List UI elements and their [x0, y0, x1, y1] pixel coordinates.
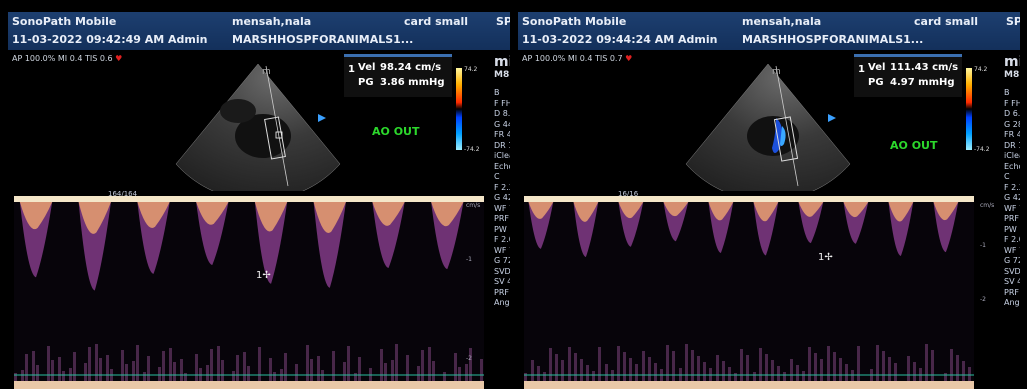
imaging-parameters: B F FH D 8. G 44 FR 4 DR 1 iClea Echo C …	[494, 88, 510, 307]
measurement-box: 1 Vel 111.43 cm/s PG 4.97 mmHg	[854, 54, 962, 97]
bmode-sector-image: m	[685, 63, 851, 191]
mi-value: MI 0.4	[567, 54, 593, 63]
probe-preset: card small	[404, 15, 469, 28]
measurement-box: 1 Vel 98.24 cm/s PG 3.86 mmHg	[344, 54, 452, 97]
exam-datetime: 11-03-2022 09:44:24 AM Admin	[522, 33, 718, 46]
ultrasound-panel-right: SonoPath Mobile 11-03-2022 09:44:24 AM A…	[518, 8, 1020, 389]
measurement-index: 1	[858, 64, 865, 75]
hospital-name: MARSHHOSPFORANIMALS1...	[232, 33, 414, 46]
pg-value: 4.97 mmHg	[890, 77, 955, 88]
scale-minus-1: -1	[980, 242, 986, 249]
exam-datetime: 11-03-2022 09:42:49 AM Admin	[12, 33, 208, 46]
tis-value: TIS 0.6	[84, 54, 113, 63]
pg-label: PG	[358, 77, 374, 88]
ap-value: AP 100.0%	[12, 54, 56, 63]
scale-minus-1: -1	[466, 256, 472, 263]
color-velocity-bar	[456, 68, 462, 150]
app-name: SonoPath Mobile	[12, 15, 117, 28]
acoustic-status: AP 100.0% MI 0.4 TIS 0.7 ♥	[522, 54, 632, 63]
side-title-text: mi	[494, 54, 510, 70]
orientation-marker-icon	[318, 114, 326, 122]
hospital-name: MARSHHOSPFORANIMALS1...	[742, 33, 924, 46]
tis-value: TIS 0.7	[594, 54, 623, 63]
heart-icon: ♥	[625, 54, 633, 63]
bmode-sector-image: m	[175, 63, 341, 191]
svg-text:m: m	[262, 67, 271, 77]
patient-name: mensah,nala	[742, 15, 822, 28]
scale-minus-2: -2	[980, 296, 986, 303]
cursor-label: 1	[818, 252, 825, 263]
svg-text:m: m	[772, 67, 781, 77]
pg-label: PG	[868, 77, 884, 88]
imaging-parameters: B F FH D 6.0 G 28 FR 4 DR 1 iClea Echo C…	[1004, 88, 1020, 307]
probe-preset: card small	[914, 15, 979, 28]
color-scale-top: 74.2	[974, 66, 988, 73]
vel-value: 98.24 cm/s	[380, 62, 442, 73]
color-velocity-bar	[966, 68, 972, 150]
cine-frame-counter: 164/164	[108, 190, 138, 198]
scale-units: cm/s	[466, 202, 481, 209]
cursor-label: 1	[256, 270, 263, 281]
cursor-cross-icon: 1✢	[818, 252, 833, 263]
ultrasound-panel-left: SonoPath Mobile 11-03-2022 09:42:49 AM A…	[8, 8, 510, 389]
pg-value: 3.86 mmHg	[380, 77, 445, 88]
annotation-label: AO OUT	[890, 139, 938, 152]
measurement-index: 1	[348, 64, 355, 75]
annotation-label: AO OUT	[372, 125, 420, 138]
spectral-doppler-trace	[524, 196, 974, 389]
side-subtitle: M8	[494, 70, 510, 80]
header-extra: SP	[496, 15, 510, 28]
side-title: mi M8	[1004, 54, 1020, 80]
app-name: SonoPath Mobile	[522, 15, 627, 28]
scale-minus-2: -2	[466, 355, 472, 362]
acoustic-status: AP 100.0% MI 0.4 TIS 0.6 ♥	[12, 54, 122, 63]
side-title: mi M8	[494, 54, 510, 80]
side-title-text: mi	[1004, 54, 1020, 70]
header-extra: SP	[1006, 15, 1020, 28]
patient-name: mensah,nala	[232, 15, 312, 28]
vel-value: 111.43 cm/s	[890, 62, 959, 73]
color-scale-top: 74.2	[464, 66, 478, 73]
vel-label: Vel	[358, 62, 376, 73]
heart-icon: ♥	[115, 54, 123, 63]
color-scale-bottom: -74.2	[974, 146, 990, 153]
vel-label: Vel	[868, 62, 886, 73]
color-scale-bottom: -74.2	[464, 146, 480, 153]
panel-header: SonoPath Mobile 11-03-2022 09:44:24 AM A…	[518, 12, 1020, 50]
panel-header: SonoPath Mobile 11-03-2022 09:42:49 AM A…	[8, 12, 510, 50]
mi-value: MI 0.4	[57, 54, 83, 63]
orientation-marker-icon	[828, 114, 836, 122]
spectral-doppler-trace	[14, 196, 484, 389]
cursor-cross-icon: 1✢	[256, 270, 271, 281]
scale-units: cm/s	[980, 202, 995, 209]
ap-value: AP 100.0%	[522, 54, 566, 63]
side-subtitle: M8	[1004, 70, 1020, 80]
cine-frame-counter: 16/16	[618, 190, 639, 198]
